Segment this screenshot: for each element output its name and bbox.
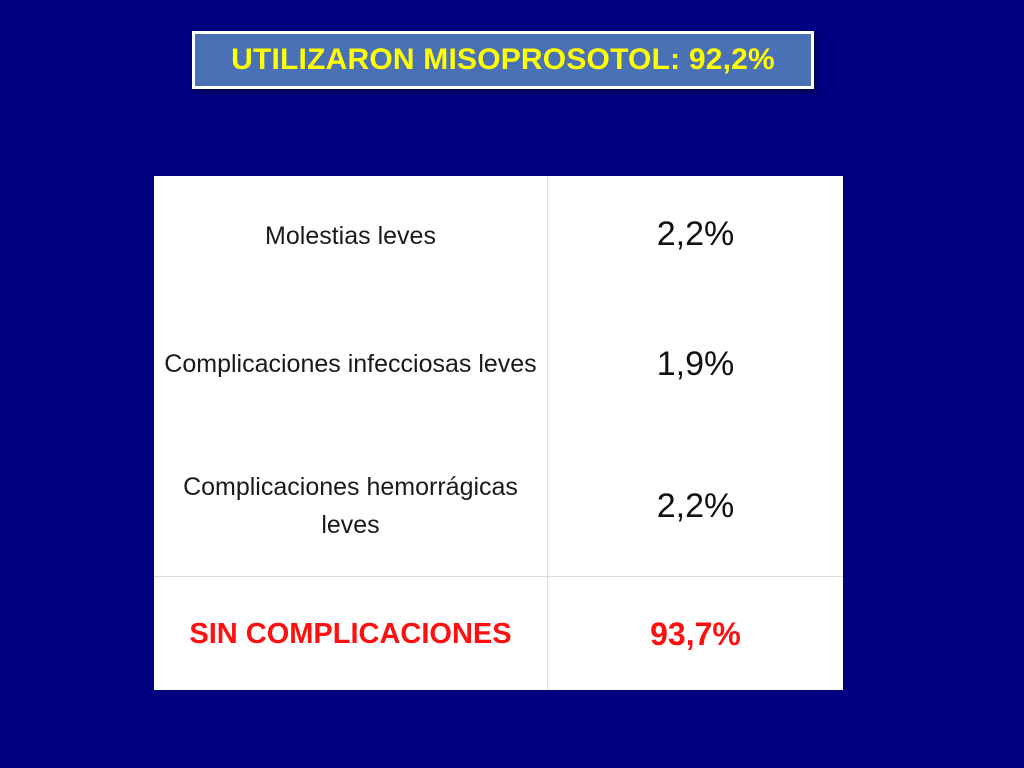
slide-title: UTILIZARON MISOPROSOTOL: 92,2% bbox=[231, 43, 775, 76]
total-label: SIN COMPLICACIONES bbox=[189, 618, 512, 650]
row-label-molestias: Molestias leves bbox=[265, 222, 436, 250]
title-box: UTILIZARON MISOPROSOTOL: 92,2% bbox=[192, 31, 814, 89]
row-divider bbox=[154, 576, 843, 577]
row-value-infecciosas: 1,9% bbox=[656, 344, 735, 383]
total-value: 93,7% bbox=[650, 615, 741, 652]
row-label-infecciosas: Complicaciones infecciosas leves bbox=[164, 350, 537, 378]
column-divider bbox=[547, 176, 548, 690]
results-table: Molestias leves 2,2% Complicaciones infe… bbox=[154, 176, 843, 690]
row-value-molestias: 2,2% bbox=[656, 214, 735, 253]
row-label-hemorragicas: Complicaciones hemorrágicas leves bbox=[183, 473, 518, 539]
row-value-hemorragicas: 2,2% bbox=[656, 486, 735, 525]
